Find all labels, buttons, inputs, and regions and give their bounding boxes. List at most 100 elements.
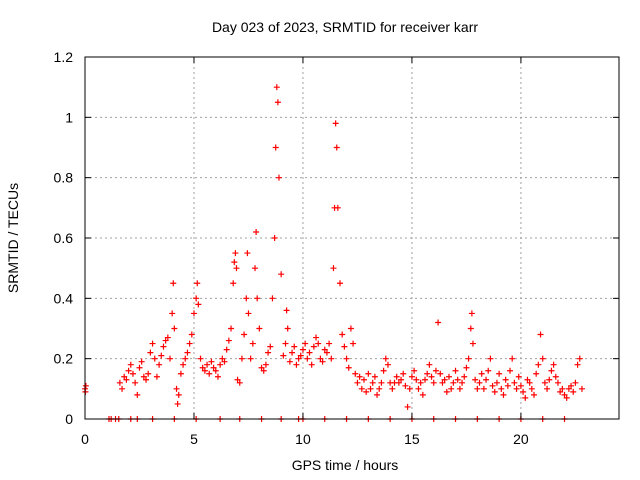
- data-point: [171, 325, 178, 332]
- data-point: [149, 340, 156, 347]
- data-point: [231, 259, 238, 266]
- data-point: [174, 400, 181, 407]
- data-point: [297, 352, 304, 359]
- data-point: [121, 373, 128, 380]
- data-point: [424, 370, 431, 377]
- data-point: [513, 385, 520, 392]
- data-point: [502, 376, 509, 383]
- data-point: [437, 370, 444, 377]
- data-point: [210, 364, 217, 371]
- axis-ticks: [84, 56, 619, 420]
- data-point: [541, 379, 548, 386]
- data-point: [245, 310, 252, 317]
- data-point: [419, 391, 426, 398]
- data-point: [175, 391, 182, 398]
- data-point: [253, 228, 260, 235]
- data-point: [535, 361, 542, 368]
- data-point: [574, 361, 581, 368]
- data-point: [515, 373, 522, 380]
- data-point: [225, 337, 232, 344]
- data-point: [160, 343, 167, 350]
- data-point: [199, 364, 206, 371]
- data-point: [262, 361, 269, 368]
- data-point: [563, 394, 570, 401]
- data-point: [249, 340, 256, 347]
- data-point: [308, 361, 315, 368]
- data-point: [369, 379, 376, 386]
- data-point: [295, 355, 302, 362]
- data-point: [299, 346, 306, 353]
- data-point: [417, 379, 424, 386]
- data-point: [260, 367, 267, 374]
- data-point: [465, 355, 472, 362]
- data-point: [138, 358, 145, 365]
- data-point: [197, 355, 204, 362]
- y-tick-label: 1.2: [54, 49, 74, 65]
- data-point: [374, 391, 381, 398]
- data-point: [413, 376, 420, 383]
- data-point: [228, 325, 235, 332]
- data-point: [167, 355, 174, 362]
- data-point: [274, 99, 281, 106]
- data-point: [426, 361, 433, 368]
- data-point: [258, 364, 265, 371]
- data-point: [504, 382, 511, 389]
- data-point: [378, 379, 385, 386]
- data-point: [129, 370, 136, 377]
- data-point: [241, 331, 248, 338]
- data-point: [352, 370, 359, 377]
- grid: [85, 57, 619, 419]
- data-point: [507, 367, 514, 374]
- data-point: [243, 295, 250, 302]
- y-axis-label: SRMTID / TECUs: [5, 183, 21, 293]
- data-point: [489, 382, 496, 389]
- data-point: [468, 310, 475, 317]
- data-point: [350, 340, 357, 347]
- data-point: [214, 373, 221, 380]
- data-point: [572, 379, 579, 386]
- data-point: [382, 355, 389, 362]
- data-point: [177, 370, 184, 377]
- data-point: [280, 352, 287, 359]
- data-point: [454, 376, 461, 383]
- data-point: [321, 346, 328, 353]
- data-point: [317, 355, 324, 362]
- y-tick-label: 0.2: [54, 351, 74, 367]
- data-point: [204, 361, 211, 368]
- data-point: [345, 364, 352, 371]
- data-point: [195, 301, 202, 308]
- data-point: [273, 84, 280, 91]
- x-tick-labels: 0 5 10 15 20: [81, 431, 529, 447]
- data-point: [230, 280, 237, 287]
- y-tick-label: 0: [65, 411, 73, 427]
- y-tick-label: 0.6: [54, 230, 74, 246]
- data-point: [82, 382, 89, 389]
- data-point: [315, 340, 322, 347]
- data-point: [554, 379, 561, 386]
- data-point: [326, 340, 333, 347]
- data-point: [132, 379, 139, 386]
- data-point: [552, 373, 559, 380]
- data-point: [134, 391, 141, 398]
- data-point: [576, 355, 583, 362]
- data-point: [493, 379, 500, 386]
- x-tick-label: 0: [81, 431, 89, 447]
- data-point: [380, 367, 387, 374]
- x-tick-label: 5: [190, 431, 198, 447]
- data-point: [354, 379, 361, 386]
- data-point: [393, 373, 400, 380]
- data-point: [478, 370, 485, 377]
- data-point: [332, 120, 339, 127]
- data-point: [313, 334, 320, 341]
- data-point: [491, 388, 498, 395]
- data-point: [443, 388, 450, 395]
- data-point: [398, 376, 405, 383]
- data-point: [498, 385, 505, 392]
- data-point: [319, 358, 326, 365]
- data-point: [557, 388, 564, 395]
- data-point: [158, 352, 165, 359]
- data-point: [496, 370, 503, 377]
- data-point: [539, 355, 546, 362]
- data-point: [238, 355, 245, 362]
- data-point: [415, 385, 422, 392]
